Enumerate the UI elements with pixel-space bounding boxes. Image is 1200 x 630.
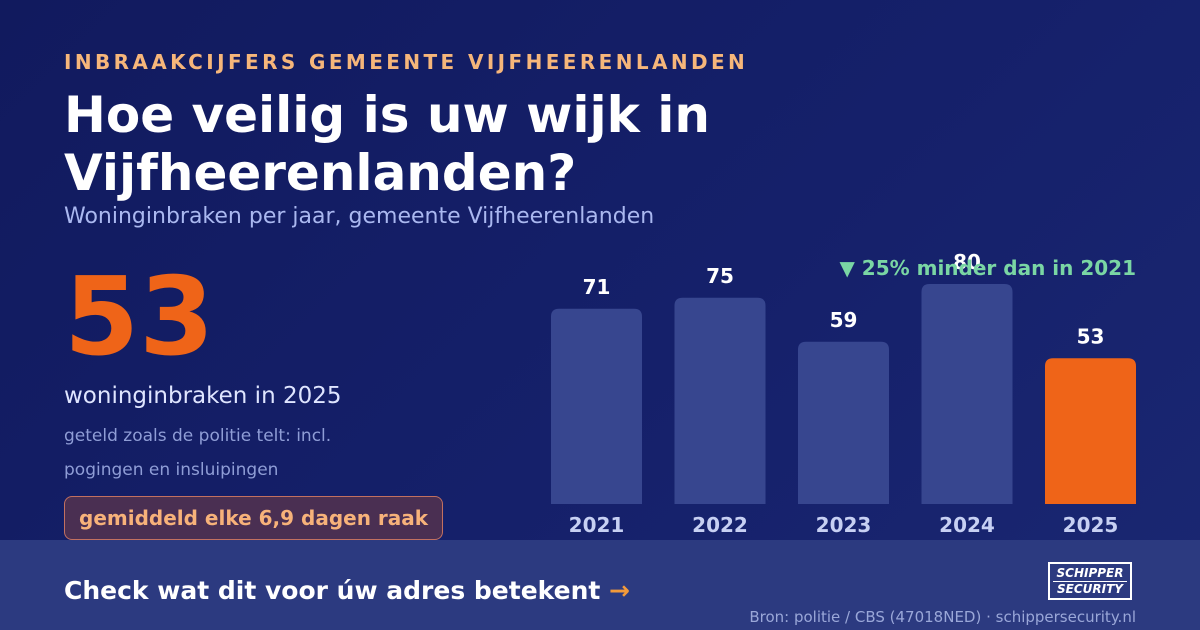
x-tick-label: 2023: [816, 513, 872, 537]
logo-line-2: SECURITY: [1053, 581, 1127, 597]
frequency-pill: gemiddeld elke 6,9 dagen raak: [64, 496, 444, 540]
highlight-caption: woninginbraken in 2025: [64, 383, 342, 409]
x-tick-label: 2021: [569, 513, 625, 537]
footer-bar: Check wat dit voor úw adres betekent → S…: [0, 540, 1200, 630]
kicker-label: INBRAAKCIJFERS GEMEENTE VIJFHEERENLANDEN: [64, 50, 749, 74]
cta-text: Check wat dit voor úw adres betekent: [64, 576, 601, 605]
page-title: Hoe veilig is uw wijk in Vijfheerenlande…: [64, 86, 710, 202]
bar-value-label: 59: [830, 308, 858, 332]
page-subtitle: Woninginbraken per jaar, gemeente Vijfhe…: [64, 204, 655, 229]
bar-chart: 71 2021 75 2022 59 2023 80 2024 53 2025: [530, 250, 1160, 540]
change-indicator: ▼ 25% minder dan in 2021: [839, 256, 1136, 280]
highlight-number: 53: [64, 255, 215, 380]
x-tick-label: 2025: [1063, 513, 1119, 537]
bar-value-label: 75: [706, 264, 734, 288]
company-logo: SCHIPPER SECURITY: [1048, 562, 1132, 600]
bar-2021: [551, 308, 642, 504]
bar-value-label: 53: [1077, 324, 1105, 348]
bar-value-label: 71: [583, 275, 611, 299]
bar-value-label: 80: [953, 250, 981, 274]
bar-2023: [798, 341, 889, 504]
cta-link[interactable]: Check wat dit voor úw adres betekent →: [64, 576, 630, 605]
x-tick-label: 2022: [692, 513, 748, 537]
x-tick-label: 2024: [939, 513, 995, 537]
bar-2022: [674, 297, 766, 504]
arrow-right-icon: →: [609, 576, 630, 605]
bar-chart-svg: 71 2021 75 2022 59 2023 80 2024 53 2025: [551, 250, 1136, 537]
logo-line-1: SCHIPPER: [1056, 566, 1124, 580]
methodology-note: geteld zoals de politie telt: incl. pogi…: [64, 426, 332, 480]
bar-2024: [921, 284, 1013, 504]
bar-2025: [1045, 358, 1136, 504]
source-note: Bron: politie / CBS (47018NED) · schippe…: [749, 608, 1136, 626]
